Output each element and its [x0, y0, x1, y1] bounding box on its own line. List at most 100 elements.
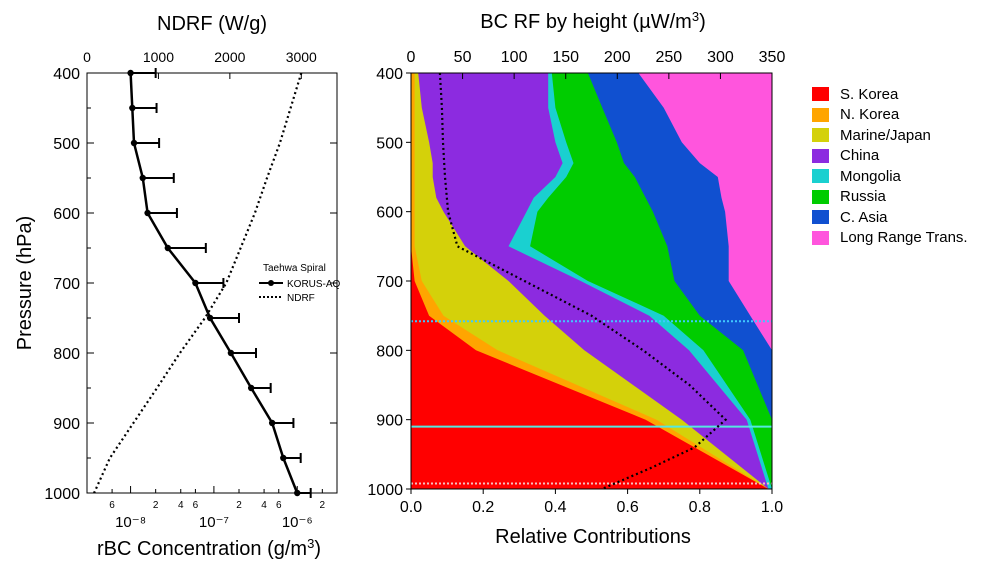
legend-label: Long Range Trans. [840, 229, 968, 247]
legend-label: N. Korea [840, 106, 900, 124]
bottom-minor-label: 6 [276, 500, 282, 511]
bottom-minor-label: 2 [236, 500, 242, 511]
korus-aq-point [280, 454, 287, 462]
korus-aq-point [192, 279, 199, 287]
legend-item-russia: Russia [812, 187, 968, 208]
right-legend: S. Korea N. Korea Marine/Japan China Mongoli… [812, 84, 968, 248]
bottom-minor-label: 4 [178, 500, 184, 511]
y-tick-label: 500 [53, 136, 80, 153]
bottom-minor-label: 2 [320, 500, 326, 511]
legend-swatch [812, 148, 829, 163]
korus-aq-point [164, 244, 172, 252]
right-x-tick-label: 1.0 [761, 499, 783, 516]
ndrf-series [93, 72, 303, 494]
bottom-minor-label: 6 [193, 500, 199, 511]
legend-item-s-korea: S. Korea [812, 84, 968, 105]
legend-swatch [812, 210, 829, 225]
korus-aq-point [268, 419, 276, 427]
legend-ndrf-label: NDRF [287, 293, 315, 304]
korus-aq-series [127, 68, 312, 498]
bc-rf-profile-line [438, 72, 728, 491]
legend-swatch [812, 128, 829, 143]
korus-aq-point [139, 174, 146, 182]
right-top-tick-label: 0 [407, 49, 416, 66]
stacked-areas [411, 73, 772, 489]
korus-aq-point [129, 104, 136, 112]
reference-lines [411, 320, 772, 485]
bottom-major-label: 10⁻⁶ [282, 514, 313, 531]
right-top-tick-label: 200 [604, 49, 631, 66]
left-top-ticks: 0 1000 2000 3000 [83, 49, 317, 79]
right-top-tick-label: 100 [501, 49, 528, 66]
legend-item-marine-japan: Marine/Japan [812, 125, 968, 146]
korus-aq-point [247, 384, 255, 392]
y-tick-label: 1000 [44, 486, 80, 503]
right-top-tick-label: 350 [759, 49, 786, 66]
right-x-tick-label: 0.0 [400, 499, 422, 516]
right-y-ticks: 400 500 600 700 800 900 1000 [367, 66, 411, 499]
legend-label: Russia [840, 188, 886, 206]
top-tick-label: 3000 [286, 49, 317, 65]
y-tick-label: 800 [53, 346, 80, 363]
legend-korus-label: KORUS-AQ [287, 279, 341, 290]
korus-aq-point [206, 314, 214, 322]
bottom-major-label: 10⁻⁷ [199, 514, 229, 531]
left-y-axis-label: Pressure (hPa) [14, 216, 36, 351]
bottom-minor-label: 4 [261, 500, 267, 511]
legend-swatch [812, 107, 829, 122]
left-top-title: NDRF (W/g) [157, 13, 267, 35]
legend-label: China [840, 147, 880, 165]
korus-aq-point [130, 139, 138, 147]
right-panel: BC RF by height (µW/m3) 0 50 100 150 200 250 3… [367, 9, 785, 549]
left-legend: Taehwa Spiral KORUS-AQ NDRF [259, 263, 341, 304]
legend-swatch [812, 87, 829, 102]
left-bottom-axis-label: rBC Concentration (g/m3) [97, 536, 321, 561]
legend-label: S. Korea [840, 85, 899, 103]
right-x-ticks: 0.0 0.2 0.4 0.6 0.8 1.0 [400, 489, 783, 516]
right-x-tick-label: 0.2 [472, 499, 494, 516]
right-y-tick-label: 1000 [367, 482, 403, 499]
left-legend-title: Taehwa Spiral [263, 263, 326, 274]
left-bottom-ticks: 10⁻⁸ 10⁻⁷ 10⁻⁶6 2 4 6 2 4 6 2 [109, 486, 326, 531]
area-s-korea [411, 73, 769, 489]
bottom-major-label: 10⁻⁸ [115, 514, 146, 531]
legend-swatch [812, 230, 829, 245]
right-x-tick-label: 0.6 [616, 499, 638, 516]
left-y-ticks: 400 500 600 700 800 900 1000 [44, 66, 337, 503]
right-top-ticks: 0 50 100 150 200 250 300 350 [407, 49, 786, 79]
right-y-tick-label: 600 [376, 205, 403, 222]
right-x-axis-label: Relative Contributions [495, 526, 691, 548]
legend-swatch [812, 189, 829, 204]
legend-item-long-range-trans-: Long Range Trans. [812, 228, 968, 249]
left-panel: NDRF (W/g) 0 1000 2000 3000 400 500 600 700 800… [14, 13, 341, 560]
right-x-tick-label: 0.4 [544, 499, 566, 516]
legend-korus-marker [268, 280, 274, 286]
korus-aq-point [227, 349, 235, 357]
right-top-tick-label: 150 [552, 49, 579, 66]
bottom-minor-label: 2 [153, 500, 159, 511]
legend-item-china: China [812, 146, 968, 167]
y-tick-label: 400 [53, 66, 80, 83]
right-y-tick-label: 500 [376, 135, 403, 152]
legend-label: Marine/Japan [840, 126, 931, 144]
right-x-tick-label: 0.8 [689, 499, 711, 516]
right-top-tick-label: 50 [454, 49, 472, 66]
right-y-tick-label: 400 [376, 66, 403, 83]
right-y-tick-label: 700 [376, 274, 403, 291]
right-top-tick-label: 250 [656, 49, 683, 66]
right-top-tick-label: 300 [707, 49, 734, 66]
right-y-tick-label: 900 [376, 413, 403, 430]
y-tick-label: 600 [53, 206, 80, 223]
ndrf-line [93, 72, 303, 494]
y-tick-label: 700 [53, 276, 80, 293]
legend-item-mongolia: Mongolia [812, 166, 968, 187]
top-tick-label: 2000 [214, 49, 245, 65]
right-top-title: BC RF by height (µW/m3) [480, 9, 705, 34]
legend-label: C. Asia [840, 208, 888, 226]
bottom-minor-label: 6 [109, 500, 115, 511]
top-tick-label: 1000 [143, 49, 174, 65]
y-tick-label: 900 [53, 416, 80, 433]
top-tick-label: 0 [83, 49, 91, 65]
legend-item-n-korea: N. Korea [812, 105, 968, 126]
